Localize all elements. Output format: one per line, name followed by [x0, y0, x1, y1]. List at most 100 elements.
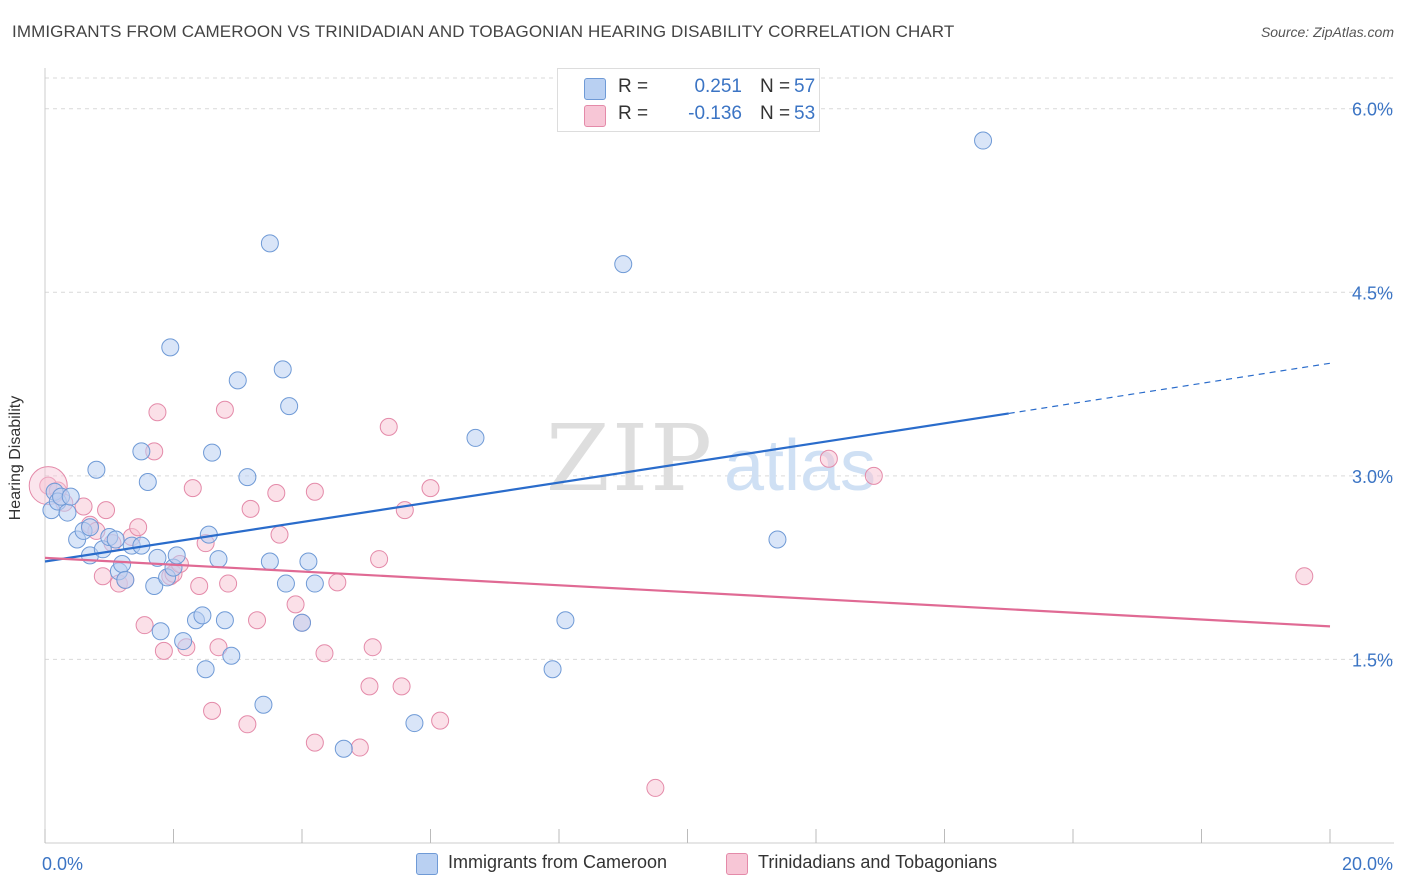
- data-point-trinidadians: [219, 574, 238, 593]
- data-point-cameroon: [106, 530, 125, 549]
- trend-line-trinidadians: [44, 556, 1331, 628]
- data-point-trinidadians: [135, 616, 154, 635]
- data-point-cameroon: [116, 570, 135, 589]
- data-point-trinidadians: [238, 715, 257, 734]
- data-point-trinidadians: [305, 733, 324, 752]
- data-point-trinidadians: [379, 417, 398, 436]
- data-point-trinidadians: [241, 499, 260, 518]
- y-tick-label: 6.0%: [1352, 100, 1393, 120]
- data-point-trinidadians: [74, 497, 93, 516]
- data-point-cameroon: [543, 660, 562, 679]
- data-point-trinidadians: [97, 501, 116, 520]
- trend-line-cameroon-extension: [1008, 362, 1331, 415]
- data-point-cameroon: [280, 397, 299, 416]
- data-point-trinidadians: [392, 677, 411, 696]
- legend-r-label: R =: [618, 103, 649, 124]
- data-point-trinidadians: [363, 638, 382, 657]
- data-point-trinidadians: [819, 449, 838, 468]
- data-point-trinidadians: [1295, 567, 1314, 586]
- data-point-trinidadians: [270, 525, 289, 544]
- data-point-trinidadians: [267, 483, 286, 502]
- data-point-trinidadians: [421, 479, 440, 498]
- data-point-cameroon: [145, 577, 164, 595]
- data-point-cameroon: [273, 360, 292, 379]
- correlation-legend: R = 0.251 N = 57 R = -0.136 N = 53: [557, 68, 820, 132]
- data-point-trinidadians: [203, 701, 222, 720]
- data-point-cameroon: [132, 442, 151, 461]
- legend-r-value: 0.251: [694, 76, 742, 97]
- x-tick-label: 20.0%: [1342, 854, 1393, 874]
- data-point-trinidadians: [360, 677, 379, 696]
- data-point-trinidadians: [215, 400, 234, 419]
- trend-line-cameroon: [44, 412, 1009, 563]
- data-point-cameroon: [58, 503, 77, 522]
- data-point-cameroon: [466, 428, 485, 447]
- legend-n-value: 53: [794, 103, 816, 124]
- data-point-cameroon: [174, 632, 193, 651]
- data-point-trinidadians: [286, 595, 305, 614]
- data-point-trinidadians: [864, 466, 883, 485]
- data-point-trinidadians: [248, 611, 267, 630]
- chart-title: IMMIGRANTS FROM CAMEROON VS TRINIDADIAN …: [12, 22, 955, 41]
- data-point-cameroon: [209, 550, 228, 569]
- data-point-cameroon: [87, 460, 106, 479]
- data-point-cameroon: [254, 695, 273, 714]
- data-point-cameroon: [334, 739, 353, 758]
- trend-lines: [44, 362, 1331, 628]
- data-point-cameroon: [556, 611, 575, 630]
- x-tick-label: 0.0%: [42, 854, 83, 874]
- data-point-cameroon: [138, 472, 157, 491]
- data-point-cameroon: [113, 554, 132, 573]
- data-point-cameroon: [299, 552, 318, 571]
- y-tick-label: 1.5%: [1352, 650, 1393, 670]
- data-point-cameroon: [974, 131, 993, 150]
- data-point-cameroon: [148, 548, 167, 567]
- data-point-cameroon: [276, 574, 295, 593]
- data-point-trinidadians: [646, 778, 665, 797]
- legend-n-value: 57: [794, 76, 816, 97]
- watermark-zip: ZIP: [546, 405, 714, 512]
- data-point-cameroon: [193, 606, 212, 625]
- bottom-legend-label: Trinidadians and Tobagonians: [758, 852, 998, 872]
- data-point-trinidadians: [315, 644, 334, 663]
- data-point-cameroon: [228, 371, 247, 390]
- data-point-trinidadians: [370, 550, 389, 569]
- series-cameroon-points: [42, 131, 993, 758]
- data-point-trinidadians: [190, 577, 209, 595]
- data-point-cameroon: [293, 613, 311, 632]
- bottom-legend-swatch-blue: [416, 853, 438, 875]
- legend-swatch-blue: [584, 78, 606, 100]
- data-point-cameroon: [768, 530, 787, 549]
- data-point-trinidadians: [305, 482, 324, 501]
- legend-swatch-pink: [584, 105, 606, 127]
- axes: [44, 68, 1394, 844]
- legend-n-label: N =: [760, 76, 791, 97]
- legend-n-label: N =: [760, 103, 791, 124]
- y-tick-label: 3.0%: [1352, 467, 1393, 487]
- y-tick-label: 4.5%: [1352, 283, 1393, 303]
- data-point-trinidadians: [148, 403, 167, 422]
- data-point-trinidadians: [209, 638, 228, 657]
- data-point-trinidadians: [129, 518, 148, 537]
- data-point-cameroon: [215, 611, 234, 630]
- legend-r-label: R =: [618, 76, 649, 97]
- data-point-trinidadians: [154, 641, 173, 660]
- data-point-cameroon: [80, 518, 99, 537]
- data-point-cameroon: [161, 338, 180, 357]
- data-point-trinidadians: [395, 501, 414, 520]
- data-point-cameroon: [238, 468, 257, 487]
- grid-lines: [45, 77, 1394, 660]
- data-point-cameroon: [222, 646, 241, 665]
- data-point-trinidadians: [183, 479, 202, 498]
- data-point-cameroon: [167, 546, 186, 565]
- data-point-cameroon: [260, 234, 279, 253]
- data-point-cameroon: [196, 660, 215, 679]
- data-point-trinidadians: [93, 567, 112, 586]
- data-point-cameroon: [203, 443, 222, 462]
- legend-r-value: -0.136: [688, 103, 742, 124]
- data-point-cameroon: [614, 255, 633, 274]
- data-point-cameroon: [405, 714, 424, 733]
- bottom-legend-swatch-pink: [726, 853, 748, 875]
- watermark-atlas: atlas: [724, 426, 876, 506]
- data-point-cameroon: [305, 574, 324, 593]
